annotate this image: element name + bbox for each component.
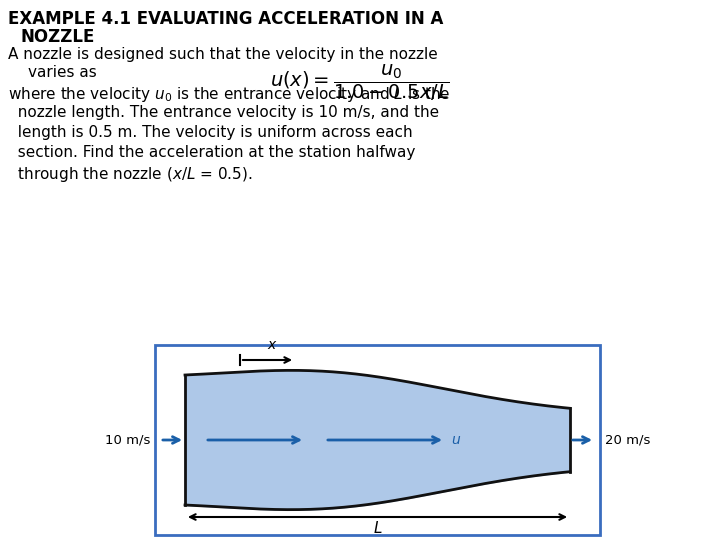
Text: 10 m/s: 10 m/s — [104, 434, 150, 447]
Text: $L$: $L$ — [373, 520, 382, 536]
Text: A nozzle is designed such that the velocity in the nozzle: A nozzle is designed such that the veloc… — [8, 47, 438, 62]
Text: EXAMPLE 4.1 EVALUATING ACCELERATION IN A: EXAMPLE 4.1 EVALUATING ACCELERATION IN A — [8, 10, 444, 28]
Text: varies as: varies as — [28, 65, 96, 80]
Text: length is 0.5 m. The velocity is uniform across each: length is 0.5 m. The velocity is uniform… — [8, 125, 413, 140]
Text: $u$: $u$ — [451, 433, 462, 447]
Text: NOZZLE: NOZZLE — [20, 28, 94, 46]
Bar — [155, 345, 600, 535]
Text: $u(x) = \dfrac{u_0}{1.0 - 0.5x/L}$: $u(x) = \dfrac{u_0}{1.0 - 0.5x/L}$ — [270, 63, 450, 103]
Text: where the velocity $u_0$ is the entrance velocity and $L$ is the: where the velocity $u_0$ is the entrance… — [8, 85, 451, 104]
Text: 20 m/s: 20 m/s — [605, 434, 650, 447]
Text: nozzle length. The entrance velocity is 10 m/s, and the: nozzle length. The entrance velocity is … — [8, 105, 439, 120]
Text: $x$: $x$ — [267, 338, 278, 352]
Text: section. Find the acceleration at the station halfway: section. Find the acceleration at the st… — [8, 145, 415, 160]
Text: through the nozzle ($x/L$ = 0.5).: through the nozzle ($x/L$ = 0.5). — [8, 165, 253, 184]
